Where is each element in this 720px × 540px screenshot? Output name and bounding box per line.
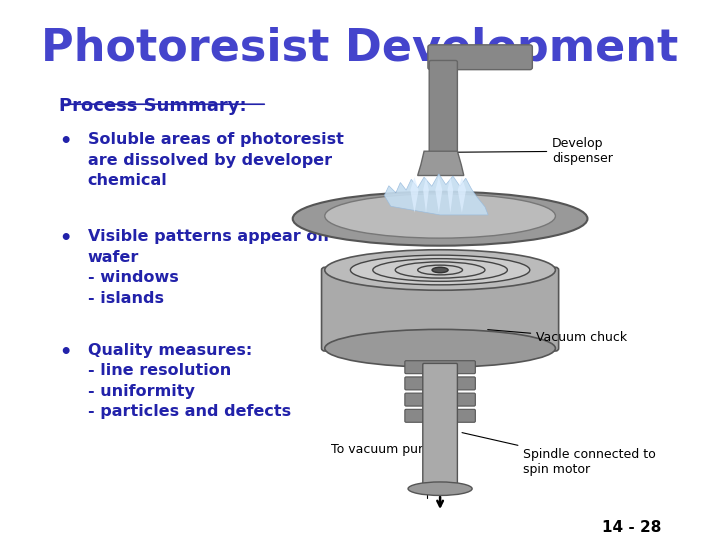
Text: Spindle connected to
spin motor: Spindle connected to spin motor [462,433,656,476]
FancyBboxPatch shape [405,393,475,406]
FancyBboxPatch shape [428,45,532,70]
Text: Vacuum chuck: Vacuum chuck [487,329,627,344]
Ellipse shape [293,192,588,246]
Text: To vacuum pump: To vacuum pump [331,443,438,498]
Ellipse shape [408,482,472,496]
FancyBboxPatch shape [405,361,475,374]
FancyBboxPatch shape [423,363,457,490]
Text: •: • [59,132,71,151]
Ellipse shape [351,255,530,285]
Polygon shape [447,177,453,213]
FancyBboxPatch shape [429,60,457,153]
FancyBboxPatch shape [322,267,559,351]
Text: Develop
dispenser: Develop dispenser [451,137,613,165]
Polygon shape [436,177,442,213]
Text: Photoresist Development: Photoresist Development [41,27,679,70]
Text: Visible patterns appear on
wafer
- windows
- islands: Visible patterns appear on wafer - windo… [88,230,328,306]
Polygon shape [423,177,429,213]
Text: Process Summary:: Process Summary: [59,97,246,115]
FancyBboxPatch shape [405,377,475,390]
Text: 14 - 28: 14 - 28 [602,519,661,535]
Text: Soluble areas of photoresist
are dissolved by developer
chemical: Soluble areas of photoresist are dissolv… [88,132,343,188]
Text: •: • [59,230,71,248]
Ellipse shape [432,267,448,273]
Ellipse shape [395,262,485,278]
Polygon shape [458,177,466,213]
FancyBboxPatch shape [405,409,475,422]
Polygon shape [418,151,464,176]
Ellipse shape [325,329,555,367]
Polygon shape [410,177,418,213]
Text: •: • [59,343,71,362]
Polygon shape [384,174,488,215]
Ellipse shape [325,249,555,291]
Ellipse shape [325,194,555,238]
Ellipse shape [418,265,462,275]
Ellipse shape [373,259,508,281]
Text: Quality measures:
- line resolution
- uniformity
- particles and defects: Quality measures: - line resolution - un… [88,343,291,419]
